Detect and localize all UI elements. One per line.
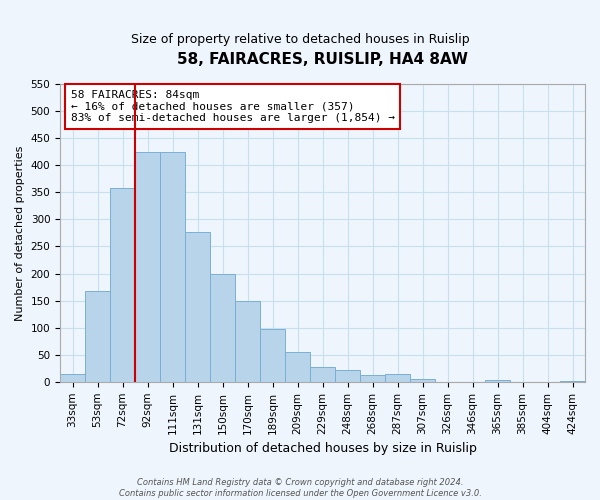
Bar xyxy=(410,379,435,382)
Bar xyxy=(235,300,260,382)
Bar xyxy=(560,380,585,382)
Text: Size of property relative to detached houses in Ruislip: Size of property relative to detached ho… xyxy=(131,32,469,46)
Bar xyxy=(185,232,210,382)
Bar xyxy=(210,274,235,382)
Bar xyxy=(135,152,160,382)
Bar xyxy=(385,374,410,382)
Y-axis label: Number of detached properties: Number of detached properties xyxy=(15,145,25,320)
Bar xyxy=(485,380,510,382)
Text: Contains HM Land Registry data © Crown copyright and database right 2024.
Contai: Contains HM Land Registry data © Crown c… xyxy=(119,478,481,498)
Bar xyxy=(60,374,85,382)
Bar xyxy=(160,152,185,382)
Bar xyxy=(285,352,310,382)
Bar xyxy=(85,292,110,382)
Bar xyxy=(260,330,285,382)
Bar xyxy=(110,188,135,382)
X-axis label: Distribution of detached houses by size in Ruislip: Distribution of detached houses by size … xyxy=(169,442,476,455)
Title: 58, FAIRACRES, RUISLIP, HA4 8AW: 58, FAIRACRES, RUISLIP, HA4 8AW xyxy=(177,52,468,68)
Bar xyxy=(360,376,385,382)
Bar xyxy=(310,366,335,382)
Bar xyxy=(335,370,360,382)
Text: 58 FAIRACRES: 84sqm
← 16% of detached houses are smaller (357)
83% of semi-detac: 58 FAIRACRES: 84sqm ← 16% of detached ho… xyxy=(71,90,395,123)
